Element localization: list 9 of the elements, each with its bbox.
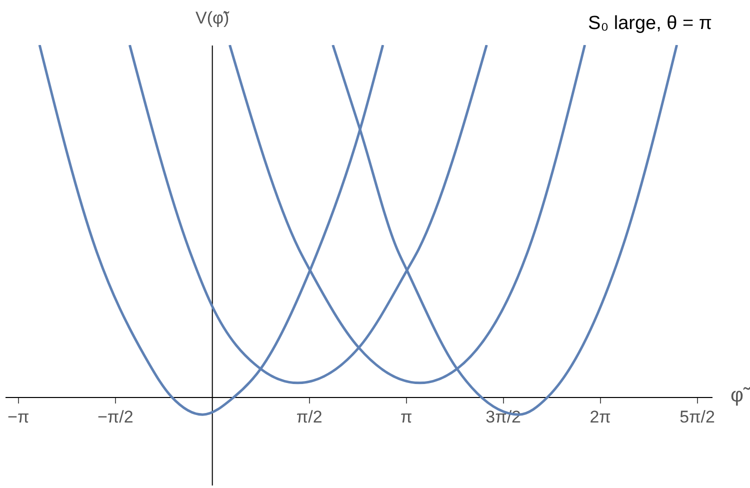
x-tick-label: 5π/2: [680, 408, 715, 426]
x-tick-label: −π/2: [97, 408, 134, 426]
x-tick-label: −π: [8, 408, 30, 426]
x-tick-label: π: [400, 408, 412, 426]
y-axis-title: V(φ̃): [196, 8, 230, 28]
x-tick-label: π/2: [296, 408, 322, 426]
text: S₀ large, θ = π: [588, 13, 712, 34]
x-axis-title: φ̃: [730, 384, 750, 406]
x-tick-label: 2π: [590, 408, 611, 426]
